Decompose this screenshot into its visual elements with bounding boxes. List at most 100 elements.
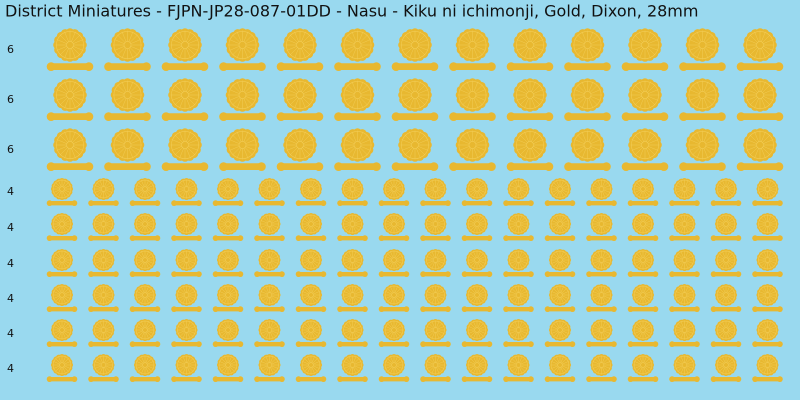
- bar-end: [652, 235, 659, 242]
- bar-end: [142, 112, 151, 121]
- bar-end: [503, 341, 509, 348]
- bar-end: [736, 62, 746, 71]
- bar-end: [569, 341, 576, 348]
- flower-centre: [723, 327, 729, 333]
- bar-end: [736, 112, 746, 121]
- ichimonji-bar: [255, 200, 284, 206]
- bar-end: [752, 271, 758, 278]
- flower-centre: [183, 327, 190, 333]
- ichimonji-bar: [105, 113, 150, 120]
- bar-end: [528, 200, 534, 207]
- flower-centre: [557, 327, 563, 333]
- ichimonji-bar: [48, 163, 92, 170]
- bar-end: [71, 341, 78, 348]
- ichimonji-bar: [296, 235, 326, 241]
- ichimonji-bar: [711, 235, 741, 241]
- bar-end: [602, 162, 611, 171]
- flower-centre: [474, 186, 480, 192]
- ichimonji-bar: [379, 200, 409, 206]
- flower-centre: [764, 327, 771, 333]
- row-label: 4: [7, 327, 14, 340]
- ichimonji-bar: [163, 163, 207, 170]
- ichimonji-bar: [105, 63, 150, 70]
- bar-end: [71, 376, 78, 383]
- ichimonji-bar: [172, 271, 201, 277]
- flower-centre: [764, 221, 771, 227]
- bar-end: [171, 200, 177, 207]
- bar-end: [445, 271, 451, 278]
- flower-centre: [641, 141, 649, 149]
- flower-centre: [468, 91, 477, 99]
- bar-end: [295, 200, 302, 207]
- bar-end: [46, 341, 53, 348]
- flower-centre: [640, 327, 646, 333]
- bar-end: [334, 162, 343, 171]
- ichimonji-bar: [379, 306, 409, 312]
- flower-centre: [756, 141, 764, 149]
- bar-end: [544, 341, 551, 348]
- bar-end: [276, 62, 286, 71]
- bar-end: [694, 341, 700, 348]
- bar-end: [113, 235, 119, 242]
- decal-row: 4: [7, 212, 783, 242]
- flower-centre: [296, 41, 304, 49]
- bar-end: [403, 235, 410, 242]
- flower-centre: [266, 327, 273, 333]
- flower-centre: [432, 327, 439, 333]
- ichimonji-bar: [623, 63, 667, 70]
- flower-centre: [764, 292, 771, 298]
- bar-end: [320, 271, 327, 278]
- bar-end: [403, 341, 410, 348]
- bar-end: [320, 341, 327, 348]
- bar-end: [659, 62, 669, 71]
- flower-centre: [640, 186, 646, 192]
- ichimonji-bar: [393, 163, 437, 170]
- ichimonji-bar: [172, 235, 201, 241]
- ichimonji-bar: [105, 163, 150, 170]
- bar-end: [142, 162, 151, 171]
- ichimonji-bar: [296, 271, 326, 277]
- flower-centre: [353, 141, 362, 149]
- ichimonji-bar: [623, 113, 667, 120]
- bar-end: [777, 235, 783, 242]
- bar-end: [486, 341, 493, 348]
- bar-end: [196, 271, 202, 278]
- bar-end: [88, 376, 94, 383]
- row-label: 6: [7, 43, 14, 56]
- bar-end: [717, 112, 726, 121]
- bar-end: [46, 306, 53, 313]
- ichimonji-bar: [587, 235, 616, 241]
- bar-end: [378, 200, 385, 207]
- ichimonji-bar: [89, 200, 118, 206]
- flower-centre: [598, 292, 605, 298]
- ichimonji-bar: [338, 306, 367, 312]
- flower-centre: [308, 327, 314, 333]
- flower-centre: [349, 221, 356, 227]
- flower-centre: [100, 257, 107, 263]
- bar-end: [659, 112, 669, 121]
- bar-end: [337, 306, 343, 313]
- bar-end: [627, 306, 634, 313]
- row-label: 4: [7, 292, 14, 305]
- bar-end: [212, 200, 219, 207]
- bar-end: [154, 271, 161, 278]
- bar-end: [621, 162, 631, 171]
- bar-end: [503, 271, 509, 278]
- bar-end: [735, 306, 742, 313]
- flower-centre: [526, 141, 534, 149]
- bar-end: [506, 62, 516, 71]
- bar-end: [154, 341, 161, 348]
- flower-centre: [756, 41, 764, 49]
- ichimonji-bar: [278, 113, 322, 120]
- ichimonji-bar: [711, 200, 741, 206]
- flower-centre: [698, 41, 707, 49]
- ichimonji-bar: [278, 163, 322, 170]
- bar-end: [449, 62, 458, 71]
- bar-end: [391, 112, 401, 121]
- bar-end: [257, 62, 266, 71]
- bar-end: [461, 306, 468, 313]
- bar-end: [752, 200, 758, 207]
- bar-end: [237, 306, 244, 313]
- flower-centre: [142, 186, 148, 192]
- flower-centre: [183, 257, 190, 263]
